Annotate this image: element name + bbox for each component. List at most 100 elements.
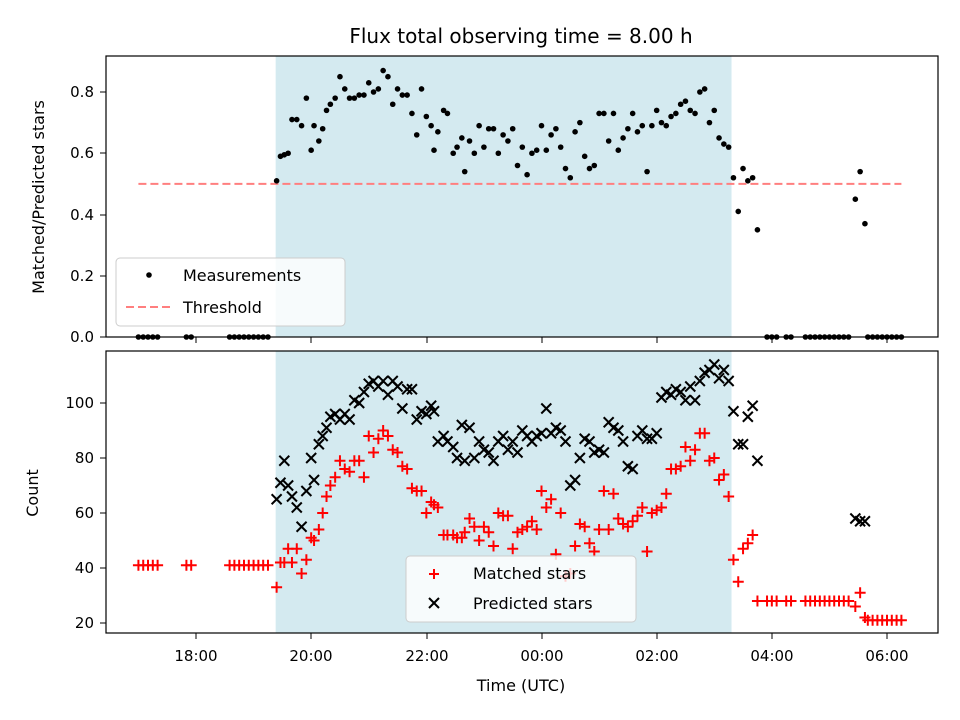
matched-stars-point — [531, 524, 543, 535]
predicted-stars-point — [732, 438, 744, 450]
measurement-point — [673, 110, 679, 117]
y-tick-label: 0.2 — [70, 267, 94, 285]
predicted-stars-point — [559, 435, 572, 448]
measurement-point — [553, 125, 559, 132]
matched-stars-point — [603, 524, 615, 535]
measurement-point — [725, 144, 732, 150]
predicted-stars-point — [487, 455, 500, 467]
predicted-stars-point — [483, 446, 495, 459]
predicted-stars-point — [406, 383, 418, 395]
predicted-stars-point — [295, 521, 308, 533]
measurement-point — [677, 101, 684, 108]
predicted-stars-point — [574, 452, 586, 464]
matched-stars-point — [699, 427, 711, 439]
predicted-stars-point — [411, 413, 423, 426]
matched-stars-point — [353, 455, 365, 467]
matched-stars-series — [132, 425, 907, 626]
matched-stars-point — [262, 559, 274, 571]
y-tick-label: 0.6 — [70, 144, 94, 162]
measurement-point — [481, 144, 487, 150]
matched-stars-point — [488, 540, 500, 552]
predicted-stars-point — [291, 501, 303, 514]
predicted-stars-point — [713, 372, 725, 384]
matched-stars-point — [727, 554, 739, 566]
x-tick-label: 02:00 — [635, 647, 678, 665]
matched-stars-point — [344, 466, 356, 478]
matched-stars-point — [747, 529, 759, 541]
measurement-point — [721, 141, 727, 147]
counts-y-axis-title: Count — [23, 469, 42, 517]
legend-marker-matched — [429, 569, 439, 579]
matched-stars-point — [555, 507, 567, 519]
matched-stars-point — [675, 460, 687, 472]
matched-stars-point — [540, 502, 552, 513]
matched-stars-point — [483, 526, 495, 538]
matched-stars-point — [785, 595, 797, 607]
predicted-stars-point — [382, 389, 394, 401]
measurement-point — [365, 80, 372, 86]
legend-label-predicted: Predicted stars — [473, 594, 593, 613]
predicted-stars-point — [708, 358, 720, 371]
measurement-point — [428, 122, 434, 129]
measurement-point — [509, 125, 516, 132]
measurement-point — [308, 147, 314, 153]
predicted-stars-point — [854, 515, 866, 527]
measurement-point — [332, 95, 338, 101]
predicted-stars-point — [497, 430, 509, 442]
measurement-point — [485, 125, 492, 132]
matched-stars-point — [329, 471, 341, 483]
x-tick-label: 20:00 — [289, 647, 332, 665]
measurement-point — [500, 132, 506, 138]
matched-stars-point — [713, 474, 725, 486]
matched-stars-point — [507, 543, 519, 555]
ratio-y-axis-title: Matched/Predicted stars — [29, 100, 48, 294]
measurement-point — [857, 168, 863, 175]
predicted-stars-point — [343, 413, 356, 426]
predicted-stars-point — [377, 375, 389, 387]
matched-stars-point — [708, 452, 720, 464]
predicted-stars-point — [468, 452, 481, 464]
matched-stars-point — [732, 576, 744, 588]
legend-marker-predicted — [428, 597, 440, 609]
matched-stars-point — [723, 491, 735, 502]
measurement-point — [581, 153, 588, 160]
predicted-stars-series — [270, 358, 871, 533]
predicted-stars-point — [674, 386, 687, 398]
measurement-point — [444, 110, 451, 117]
matched-stars-point — [459, 526, 471, 538]
predicted-stars-point — [746, 400, 759, 412]
measurement-point — [389, 101, 396, 108]
measurements-series — [135, 67, 905, 340]
predicted-stars-point — [540, 402, 553, 415]
y-tick-label: 40 — [75, 559, 94, 577]
measurement-point — [697, 89, 703, 95]
predicted-stars-point — [684, 380, 696, 393]
matched-stars-point — [598, 485, 610, 497]
legend-box — [115, 257, 346, 327]
matched-stars-point — [679, 441, 691, 453]
y-tick-label: 0.8 — [70, 83, 94, 101]
matched-stars-point — [843, 595, 855, 607]
measurement-point — [435, 129, 441, 135]
measurement-point — [316, 138, 322, 144]
measurement-point — [440, 107, 447, 114]
measurement-point — [319, 125, 326, 132]
x-axis-title: Time (UTC) — [476, 676, 565, 695]
measurement-point — [476, 122, 482, 129]
measurement-point — [716, 135, 722, 141]
predicted-stars-point — [305, 452, 317, 464]
predicted-stars-point — [316, 430, 329, 442]
measurement-point — [303, 95, 310, 101]
measurement-point — [862, 220, 868, 227]
measurement-point — [311, 122, 317, 129]
predicted-stars-point — [679, 394, 692, 406]
measurement-point — [529, 150, 535, 157]
y-tick-label: 0.4 — [70, 206, 94, 224]
matched-stars-point — [420, 507, 432, 519]
measurement-point — [399, 92, 406, 98]
matched-stars-point — [377, 425, 389, 436]
measurement-point — [548, 132, 554, 138]
counts-panel-frame — [105, 350, 939, 634]
measurement-point — [620, 135, 626, 141]
